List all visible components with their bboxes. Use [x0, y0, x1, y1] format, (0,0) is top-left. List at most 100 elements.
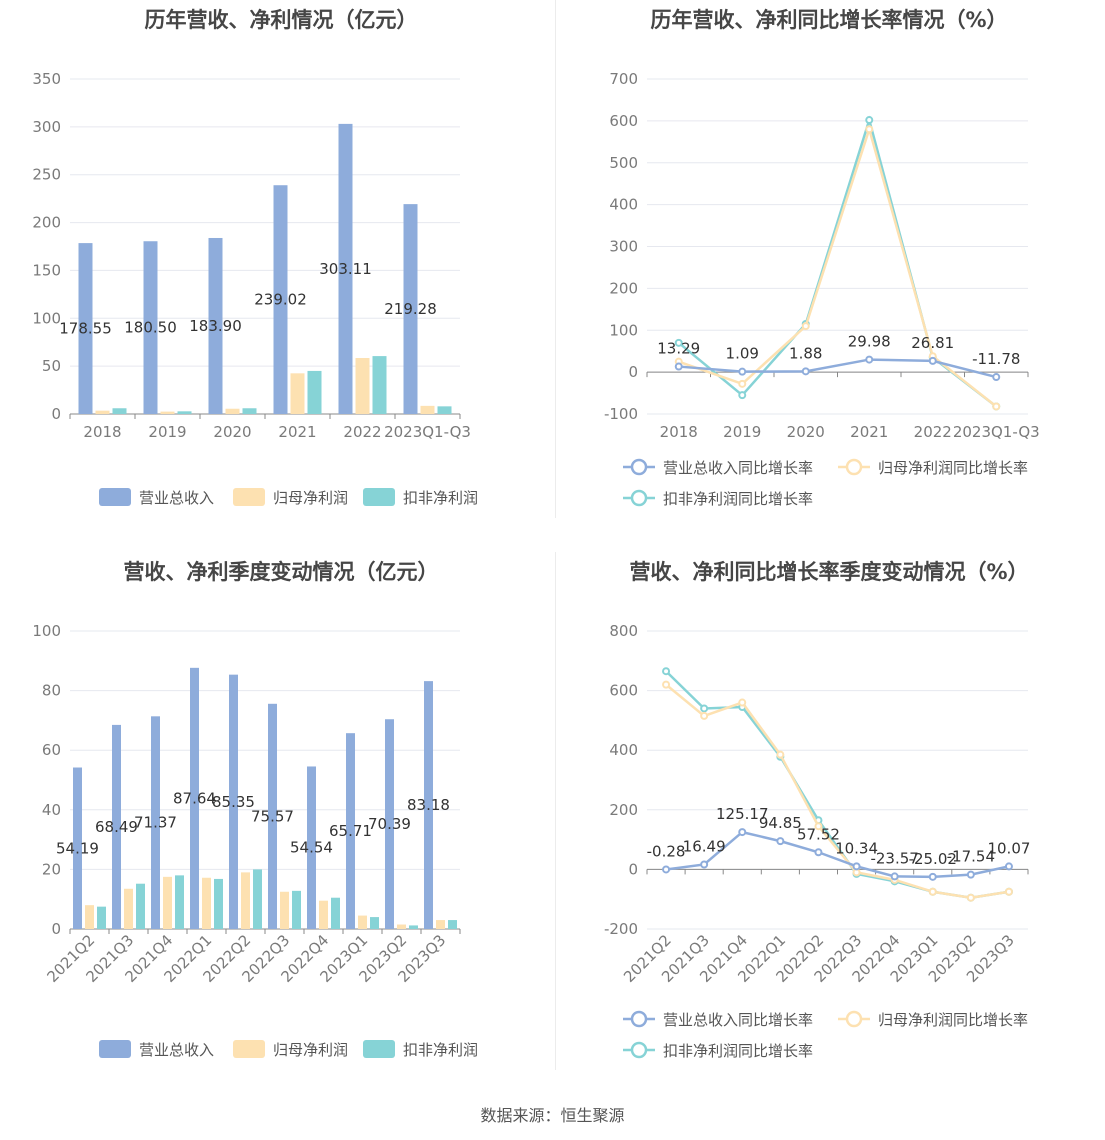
bar	[97, 906, 106, 929]
y-tick-label: 350	[32, 70, 61, 88]
bar	[409, 925, 418, 929]
x-tick-label: 2019	[148, 423, 186, 441]
y-tick-label: 500	[609, 154, 638, 172]
y-tick-label: -200	[604, 920, 638, 938]
series-line	[665, 683, 1010, 899]
data-point	[700, 704, 709, 713]
data-label: 71.37	[134, 814, 177, 832]
data-label: -0.28	[647, 842, 686, 860]
legend-label: 扣非净利润	[403, 1041, 478, 1059]
y-tick-label: 700	[609, 70, 638, 88]
x-tick-label: 2022	[914, 423, 952, 441]
legend-label: 营业总收入	[139, 1041, 214, 1059]
data-point	[966, 870, 975, 879]
bar	[202, 877, 211, 929]
y-tick-label: 100	[32, 309, 61, 327]
x-tick-label: 2023Q1-Q3	[953, 423, 1040, 441]
y-tick-label: 40	[42, 801, 61, 819]
bar	[208, 237, 223, 414]
legend-swatch	[233, 1040, 265, 1058]
x-tick-label: 2018	[83, 423, 121, 441]
data-point	[801, 322, 810, 331]
bar	[190, 667, 199, 929]
bar	[355, 358, 370, 414]
bar	[290, 373, 305, 414]
data-label: 87.64	[173, 789, 216, 807]
data-label: 70.39	[368, 815, 411, 833]
bar	[78, 243, 93, 414]
data-point	[1004, 887, 1013, 896]
x-tick-label: 2023Q1-Q3	[384, 423, 471, 441]
bar	[124, 888, 133, 929]
data-point	[928, 887, 937, 896]
data-point	[890, 872, 899, 881]
bar	[403, 204, 418, 414]
data-label: 10.07	[987, 839, 1030, 857]
y-tick-label: 200	[609, 279, 638, 297]
chart-title: 历年营收、净利同比增长率情况（%）	[650, 8, 1008, 32]
legend-swatch-marker	[845, 458, 863, 476]
y-tick-label: 250	[32, 166, 61, 184]
data-point	[992, 373, 1001, 382]
x-tick-label: 2020	[213, 423, 251, 441]
y-tick-label: 300	[609, 238, 638, 256]
data-label: 94.85	[759, 814, 802, 832]
bar	[292, 890, 301, 929]
legend-label: 归母净利润	[273, 489, 348, 507]
y-tick-label: 200	[609, 801, 638, 819]
y-tick-label: 0	[51, 405, 61, 423]
chart-title: 营收、净利同比增长率季度变动情况（%）	[629, 560, 1029, 584]
bar	[85, 905, 94, 929]
y-tick-label: 200	[32, 214, 61, 232]
data-point	[801, 367, 810, 376]
data-point	[865, 116, 874, 125]
data-point	[928, 356, 937, 365]
data-label: 178.55	[59, 320, 112, 338]
bar	[253, 869, 262, 929]
bar	[372, 356, 387, 414]
data-source: 数据来源：恒生聚源	[480, 1106, 625, 1125]
bar	[307, 370, 322, 414]
legend-label: 归母净利润	[273, 1041, 348, 1059]
data-point	[852, 862, 861, 871]
bar	[160, 411, 175, 414]
data-label: 16.49	[683, 837, 726, 855]
data-point	[865, 125, 874, 134]
legend-label: 营业总收入同比增长率	[663, 1011, 813, 1029]
bar	[319, 900, 328, 929]
legend-swatch	[233, 488, 265, 506]
bar	[136, 883, 145, 929]
data-point	[776, 750, 785, 759]
bar	[175, 875, 184, 929]
y-tick-label: 50	[42, 357, 61, 375]
bar	[448, 920, 457, 929]
bar	[273, 185, 288, 414]
quarterly-growth-chart: -20002004006008002021Q22021Q32021Q42022Q…	[604, 622, 1030, 1060]
data-label: 54.54	[290, 839, 333, 857]
data-label: 26.81	[911, 334, 954, 352]
quarterly-amount-chart: 0204060801002021Q22021Q32021Q42022Q12022…	[32, 622, 478, 1059]
bar	[331, 897, 340, 929]
series-line	[678, 358, 997, 379]
data-point	[966, 893, 975, 902]
data-point	[662, 865, 671, 874]
legend-swatch-marker	[630, 1041, 648, 1059]
bar	[225, 408, 240, 414]
bar	[112, 408, 127, 414]
panel-divider	[555, 552, 556, 1070]
data-label: 13.29	[657, 340, 700, 358]
data-label: 1.09	[726, 345, 759, 363]
bar	[370, 917, 379, 929]
bar	[112, 724, 121, 929]
data-point	[738, 698, 747, 707]
data-label: 219.28	[384, 300, 437, 318]
y-tick-label: 400	[609, 196, 638, 214]
legend-label: 营业总收入	[139, 489, 214, 507]
legend-swatch-marker	[630, 458, 648, 476]
data-point	[928, 872, 937, 881]
x-tick-label: 2021	[850, 423, 888, 441]
y-tick-label: 100	[609, 321, 638, 339]
x-tick-label: 2020	[787, 423, 825, 441]
bar	[397, 924, 406, 929]
data-point	[992, 402, 1001, 411]
